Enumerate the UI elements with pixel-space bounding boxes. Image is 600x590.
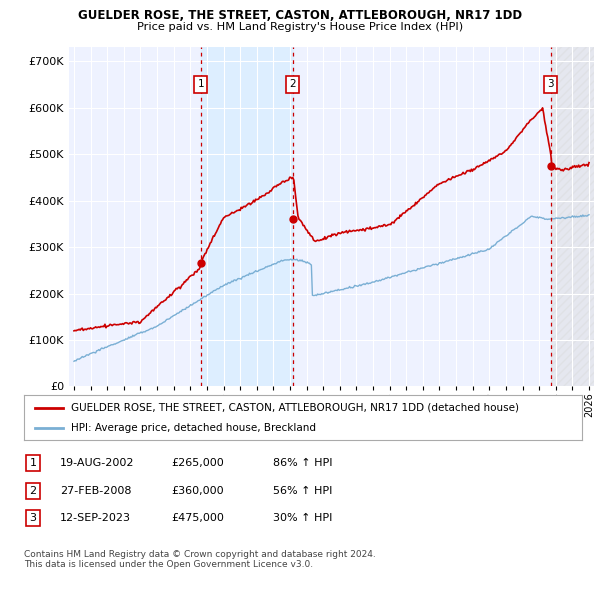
Text: 3: 3 [548, 80, 554, 89]
Text: Contains HM Land Registry data © Crown copyright and database right 2024.
This d: Contains HM Land Registry data © Crown c… [24, 550, 376, 569]
Text: Price paid vs. HM Land Registry's House Price Index (HPI): Price paid vs. HM Land Registry's House … [137, 22, 463, 32]
Text: 56% ↑ HPI: 56% ↑ HPI [273, 486, 332, 496]
Text: 27-FEB-2008: 27-FEB-2008 [60, 486, 131, 496]
Text: 86% ↑ HPI: 86% ↑ HPI [273, 458, 332, 468]
Bar [201, 47, 293, 386]
Text: 2: 2 [29, 486, 37, 496]
Bar [551, 47, 594, 386]
Text: 30% ↑ HPI: 30% ↑ HPI [273, 513, 332, 523]
Text: 19-AUG-2002: 19-AUG-2002 [60, 458, 134, 468]
Text: £265,000: £265,000 [171, 458, 224, 468]
Text: 1: 1 [29, 458, 37, 468]
Text: GUELDER ROSE, THE STREET, CASTON, ATTLEBOROUGH, NR17 1DD (detached house): GUELDER ROSE, THE STREET, CASTON, ATTLEB… [71, 403, 520, 412]
Text: £475,000: £475,000 [171, 513, 224, 523]
Text: £360,000: £360,000 [171, 486, 224, 496]
Text: 3: 3 [29, 513, 37, 523]
Text: 2: 2 [289, 80, 296, 89]
Text: 1: 1 [197, 80, 204, 89]
Text: HPI: Average price, detached house, Breckland: HPI: Average price, detached house, Brec… [71, 424, 316, 434]
Text: GUELDER ROSE, THE STREET, CASTON, ATTLEBOROUGH, NR17 1DD: GUELDER ROSE, THE STREET, CASTON, ATTLEB… [78, 9, 522, 22]
Text: 12-SEP-2023: 12-SEP-2023 [60, 513, 131, 523]
